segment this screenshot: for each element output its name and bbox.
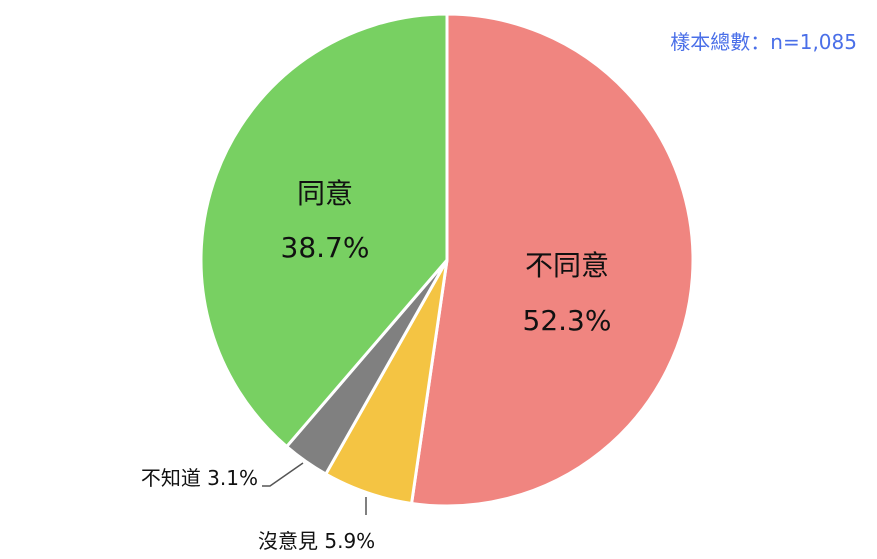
slice-value-disagree: 52.3% bbox=[523, 304, 612, 337]
pie-slice-3 bbox=[199, 12, 449, 449]
slice-label-unknown: 不知道 3.1% bbox=[141, 466, 258, 490]
slice-label-agree: 同意 bbox=[297, 177, 353, 210]
slice-label-no-opinion: 沒意見 5.9% bbox=[258, 529, 375, 553]
pie-slice-0 bbox=[410, 12, 695, 508]
sample-size-note: 樣本總數：n=1,085 bbox=[670, 30, 857, 54]
slice-label-disagree: 不同意 bbox=[525, 249, 609, 282]
slice-value-agree: 38.7% bbox=[281, 231, 370, 264]
leader-line-unknown bbox=[262, 462, 304, 487]
